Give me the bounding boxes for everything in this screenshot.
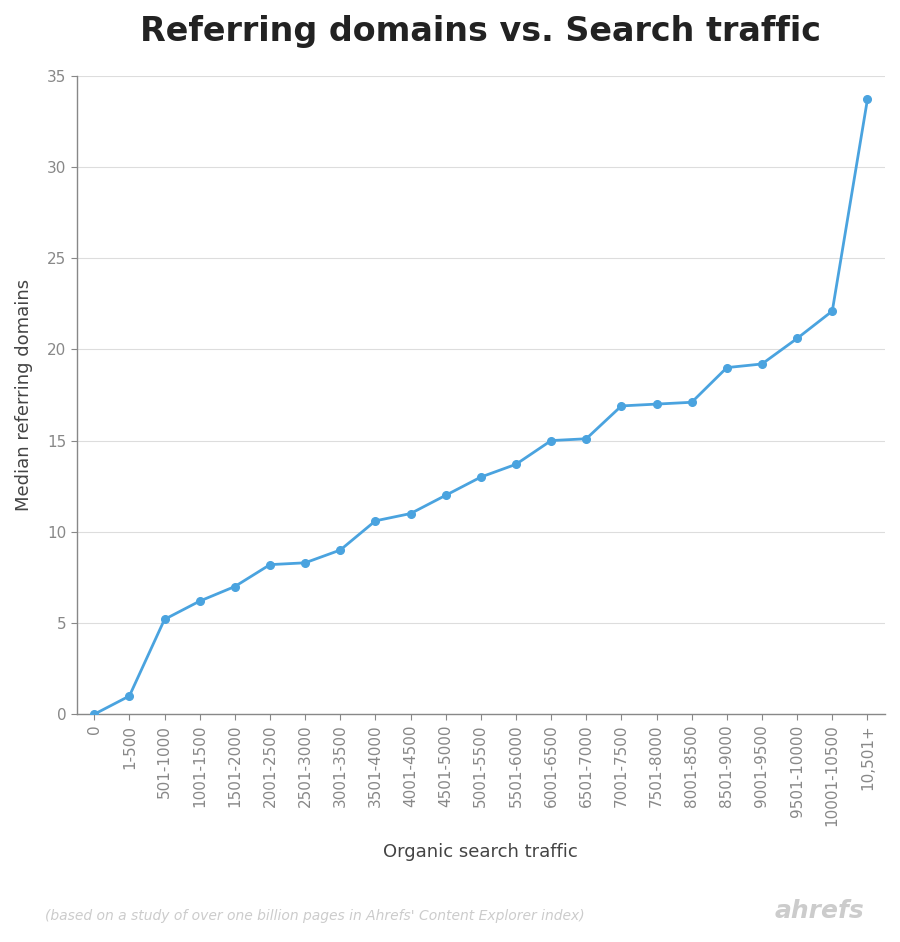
- X-axis label: Organic search traffic: Organic search traffic: [383, 843, 578, 861]
- Y-axis label: Median referring domains: Median referring domains: [15, 279, 33, 512]
- Text: ahrefs: ahrefs: [774, 900, 864, 923]
- Title: Referring domains vs. Search traffic: Referring domains vs. Search traffic: [140, 15, 822, 48]
- Text: (based on a study of over one billion pages in Ahrefs' Content Explorer index): (based on a study of over one billion pa…: [45, 909, 585, 923]
